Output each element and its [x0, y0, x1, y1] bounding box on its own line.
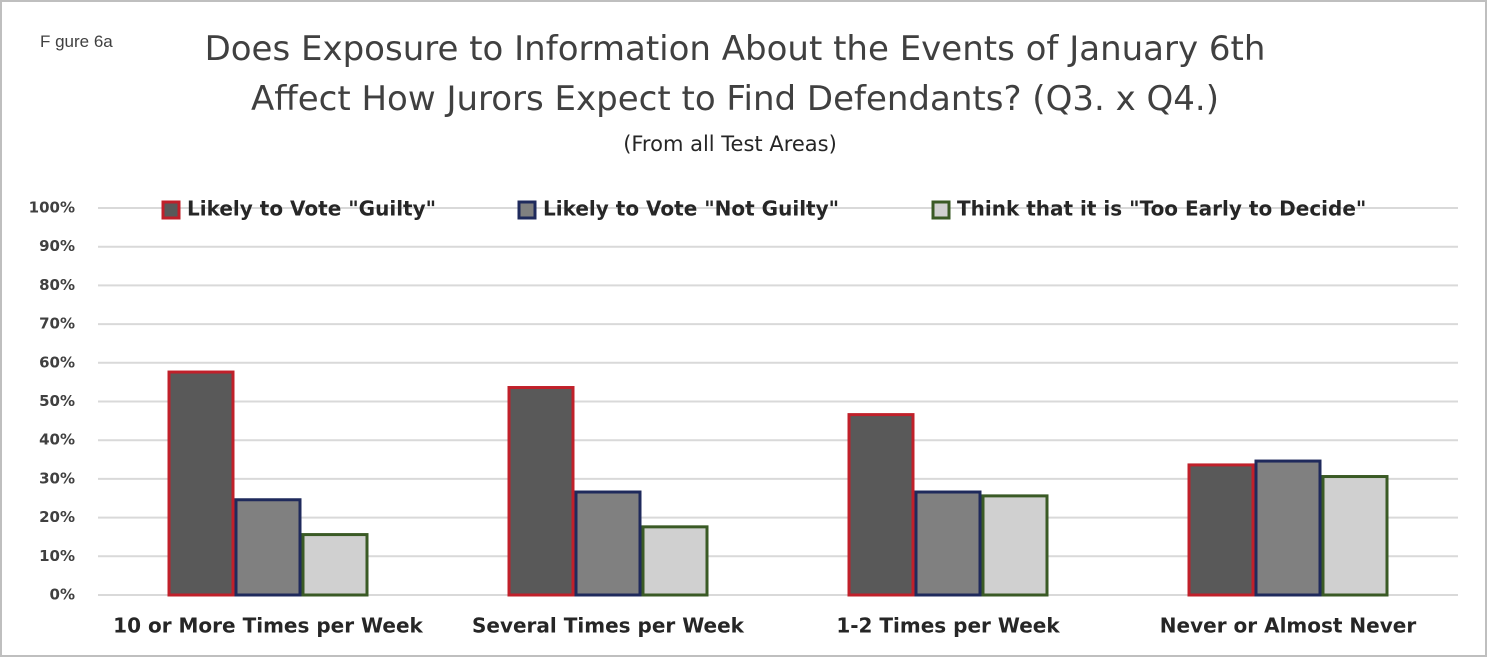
x-tick-label: Several Times per Week — [472, 614, 745, 638]
y-tick-label: 30% — [39, 469, 75, 487]
x-tick-label: 10 or More Times per Week — [113, 614, 423, 638]
bar — [507, 386, 575, 597]
bar — [981, 494, 1049, 597]
y-tick-label: 70% — [39, 315, 75, 333]
legend-label: Think that it is "Too Early to Decide" — [957, 197, 1366, 221]
chart-subtitle: (From all Test Areas) — [623, 132, 837, 156]
bar — [847, 413, 915, 597]
chart-title: Does Exposure to Information About the E… — [204, 29, 1266, 119]
y-tick-label: 0% — [50, 586, 75, 604]
y-tick-label: 60% — [39, 353, 75, 371]
bar — [1187, 463, 1255, 597]
y-tick-label: 100% — [29, 199, 75, 217]
bar — [167, 370, 235, 597]
y-tick-label: 40% — [39, 431, 75, 449]
bar — [574, 490, 642, 597]
bar — [301, 533, 369, 597]
legend-label: Likely to Vote "Guilty" — [187, 197, 436, 221]
bar — [1321, 475, 1389, 597]
legend-label: Likely to Vote "Not Guilty" — [543, 197, 839, 221]
x-tick-label: 1-2 Times per Week — [836, 614, 1060, 638]
bar — [1254, 459, 1322, 597]
y-tick-label: 80% — [39, 276, 75, 294]
x-tick-label: Never or Almost Never — [1160, 614, 1417, 638]
y-tick-label: 50% — [39, 392, 75, 410]
legend-swatch — [161, 200, 181, 220]
legend-swatch — [517, 200, 537, 220]
bar — [234, 498, 302, 597]
figure-label: F gure 6a — [40, 32, 113, 51]
bar — [641, 525, 709, 597]
bar — [914, 490, 982, 597]
y-tick-label: 20% — [39, 508, 75, 526]
y-tick-label: 90% — [39, 237, 75, 255]
y-tick-label: 10% — [39, 547, 75, 565]
legend-swatch — [931, 200, 951, 220]
